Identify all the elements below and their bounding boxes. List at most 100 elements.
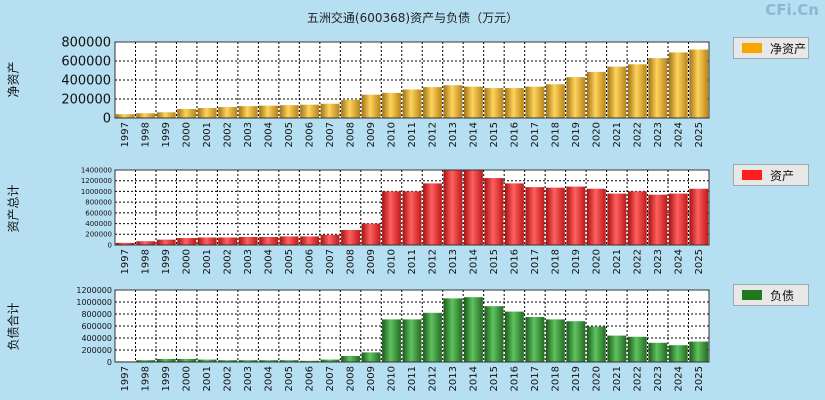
x-tick-label: 2002 <box>223 366 234 391</box>
y-tick-label: 200000 <box>85 231 112 239</box>
x-tick-label: 1998 <box>141 366 152 391</box>
bar-net-assets-1997 <box>115 114 135 118</box>
x-tick-label: 2006 <box>305 122 316 147</box>
x-tick-label: 1998 <box>141 122 152 147</box>
x-tick-label: 2014 <box>468 249 479 274</box>
x-tick-label: 2013 <box>448 366 459 391</box>
bar-net-assets-2012 <box>423 87 442 118</box>
legend-liabilities: 负债 <box>733 284 809 306</box>
bar-total-assets-1998 <box>136 241 156 245</box>
x-tick-label: 2024 <box>673 122 684 147</box>
x-tick-label: 2013 <box>448 249 459 274</box>
bar-liabilities-2010 <box>382 319 401 362</box>
x-tick-label: 1997 <box>120 366 131 391</box>
x-tick-label: 2011 <box>407 249 418 274</box>
bar-net-assets-2016 <box>504 88 524 118</box>
bar-liabilities-1998 <box>136 360 156 362</box>
y-tick-label: 0 <box>108 241 112 249</box>
legend-swatch-net-assets <box>742 43 762 53</box>
x-tick-label: 1999 <box>161 249 172 274</box>
bar-liabilities-2014 <box>464 297 483 362</box>
bar-total-assets-2013 <box>443 170 463 245</box>
bar-net-assets-2011 <box>402 89 422 118</box>
x-tick-label: 2023 <box>653 122 664 147</box>
bar-net-assets-2001 <box>197 108 217 118</box>
bar-net-assets-2015 <box>484 88 504 118</box>
bar-total-assets-1999 <box>156 239 176 245</box>
x-tick-label: 2004 <box>264 122 275 147</box>
plot-border <box>114 41 710 119</box>
bar-liabilities-2011 <box>402 319 422 362</box>
bar-net-assets-2022 <box>627 64 647 118</box>
y-tick-label: 400000 <box>81 334 112 343</box>
bar-liabilities-2001 <box>197 359 217 362</box>
bar-total-assets-2009 <box>361 223 381 245</box>
x-tick-label: 2015 <box>489 122 500 147</box>
y-tick-label: 200000 <box>61 93 111 108</box>
bar-total-assets-2005 <box>279 236 299 245</box>
x-tick-label: 1997 <box>120 249 131 274</box>
x-tick-label: 2022 <box>632 122 643 147</box>
x-tick-label: 2007 <box>325 249 336 274</box>
bar-liabilities-2008 <box>341 356 360 362</box>
x-tick-label: 2001 <box>202 366 213 391</box>
y-tick-label: 0 <box>103 112 111 127</box>
bar-net-assets-2013 <box>443 85 463 118</box>
x-tick-label: 2020 <box>591 249 602 274</box>
x-tick-label: 2012 <box>427 249 438 274</box>
y-tick-label: 600000 <box>61 55 111 70</box>
x-tick-label: 2000 <box>182 366 193 391</box>
bar-net-assets-2019 <box>566 77 586 118</box>
x-tick-label: 2016 <box>509 249 520 274</box>
x-tick-label: 2007 <box>325 122 336 147</box>
bar-net-assets-2024 <box>668 52 688 119</box>
x-tick-label: 2025 <box>694 249 705 274</box>
y-tick-label: 800000 <box>61 36 111 51</box>
bar-liabilities-2021 <box>607 335 627 362</box>
bar-liabilities-2012 <box>423 312 442 362</box>
x-tick-label: 1999 <box>161 366 172 391</box>
x-tick-label: 2024 <box>673 249 684 274</box>
bar-liabilities-2007 <box>320 359 340 362</box>
x-tick-label: 2025 <box>694 366 705 391</box>
x-tick-label: 2022 <box>632 249 643 274</box>
bar-net-assets-1998 <box>136 113 156 118</box>
bar-liabilities-2004 <box>259 360 279 362</box>
bar-liabilities-2005 <box>279 360 299 362</box>
x-tick-label: 2022 <box>632 366 643 391</box>
x-tick-label: 2008 <box>346 249 357 274</box>
y-tick-label: 600000 <box>81 322 112 331</box>
legend-label-liabilities: 负债 <box>770 289 795 303</box>
bar-total-assets-2000 <box>177 238 197 245</box>
bar-net-assets-2009 <box>361 94 381 118</box>
x-tick-label: 2011 <box>407 366 418 391</box>
x-tick-label: 2017 <box>530 366 541 391</box>
y-tick-label: 1200000 <box>81 177 112 185</box>
bar-liabilities-2009 <box>361 352 381 362</box>
bar-total-assets-2024 <box>668 193 688 245</box>
x-tick-label: 2021 <box>612 366 623 391</box>
x-tick-label: 2009 <box>366 366 377 391</box>
bar-net-assets-2017 <box>525 86 545 118</box>
x-tick-label: 2016 <box>509 122 520 147</box>
y-tick-label: 1400000 <box>81 166 112 174</box>
x-tick-label: 2016 <box>509 366 520 391</box>
bar-net-assets-2014 <box>464 86 483 118</box>
x-tick-label: 2011 <box>407 122 418 147</box>
bar-total-assets-2012 <box>423 183 442 245</box>
x-tick-label: 2012 <box>427 366 438 391</box>
x-tick-label: 2006 <box>305 249 316 274</box>
bar-liabilities-2025 <box>689 341 709 362</box>
y-tick-label: 0 <box>107 358 112 367</box>
bar-net-assets-2023 <box>648 58 668 118</box>
bar-total-assets-2002 <box>218 237 238 245</box>
x-tick-label: 2018 <box>550 366 561 391</box>
bar-net-assets-2006 <box>300 104 320 118</box>
y-tick-label: 800000 <box>85 199 112 207</box>
y-tick-label: 800000 <box>81 310 112 319</box>
bar-net-assets-2003 <box>238 106 258 118</box>
x-tick-label: 2000 <box>182 249 193 274</box>
bar-total-assets-2019 <box>566 186 586 245</box>
bar-liabilities-2019 <box>566 321 586 362</box>
